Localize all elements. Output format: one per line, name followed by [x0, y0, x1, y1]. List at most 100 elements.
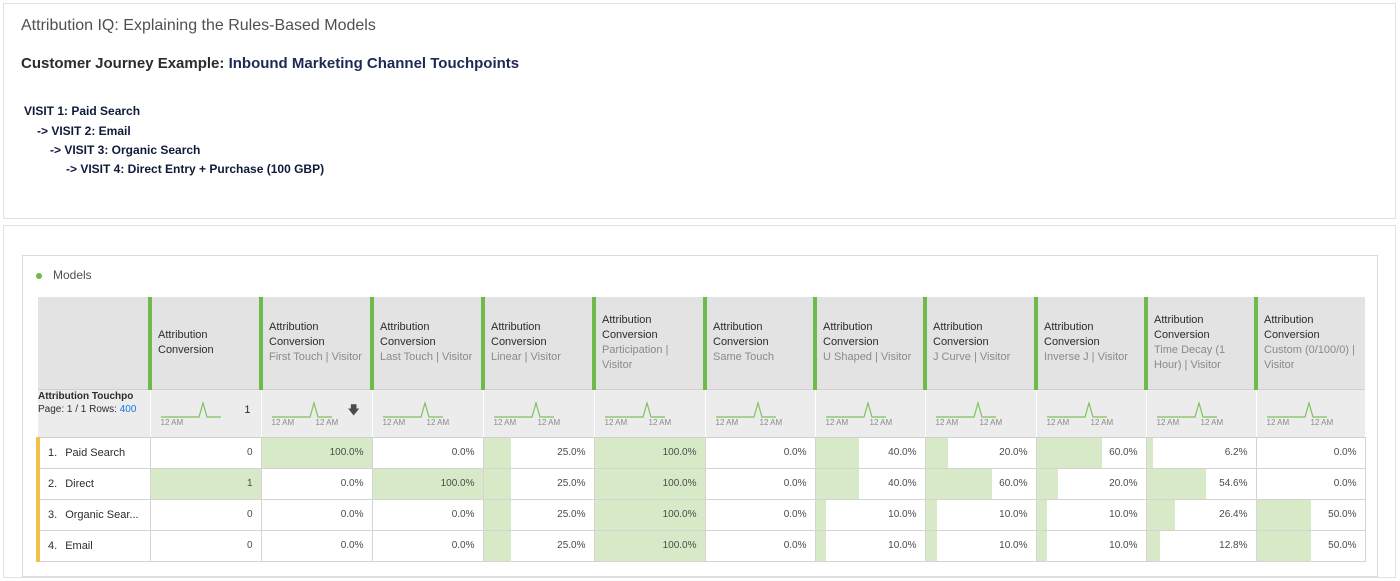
- cell-bar: [815, 437, 860, 468]
- cell-bar: [150, 468, 261, 499]
- sparkline-tick: 12 AM: [1156, 417, 1180, 427]
- cell-bar: [925, 530, 937, 561]
- row-label[interactable]: 1. Paid Search: [36, 437, 151, 469]
- row-label[interactable]: 4. Email: [36, 530, 151, 562]
- column-subtitle: Same Touch: [713, 351, 774, 364]
- sparkline-tick: 12 AM: [935, 417, 959, 427]
- table-cell: 10.0%: [925, 530, 1037, 562]
- sparkline-tick: 12 AM: [759, 417, 783, 427]
- table-cell: 0: [150, 499, 262, 531]
- cell-bar: [594, 499, 705, 530]
- sparkline-tick: 12 AM: [869, 417, 893, 427]
- sparkline-tick: 12 AM: [271, 417, 295, 427]
- row-index: 2.: [48, 477, 58, 490]
- column-header[interactable]: Attribution Conversion U Shaped | Visitor: [813, 297, 926, 389]
- table-cell: 10.0%: [815, 499, 926, 531]
- cell-bar: [261, 437, 372, 468]
- table-cell: 20.0%: [925, 437, 1037, 469]
- sparkline-tick: 12 AM: [1310, 417, 1334, 427]
- table-cell: 100.0%: [594, 468, 706, 500]
- column-header[interactable]: Attribution Conversion Linear | Visitor: [481, 297, 595, 389]
- summary-cell: 12 AM 12 AM: [483, 388, 595, 438]
- row-label[interactable]: 2. Direct: [36, 468, 151, 500]
- column-header[interactable]: Attribution Conversion Custom (0/100/0) |…: [1254, 297, 1366, 389]
- column-header[interactable]: Attribution Conversion Inverse J | Visito…: [1034, 297, 1147, 389]
- header-row: Attribution Conversion Attribution Conver…: [38, 297, 1366, 389]
- column-title: Attribution Conversion: [933, 321, 989, 349]
- table-row[interactable]: 1. Paid Search 0 100.0% 0.0% 25.0% 100.0% 0.0% 4…: [36, 437, 1366, 469]
- column-header[interactable]: Attribution Conversion Last Touch | Visit…: [370, 297, 484, 389]
- table-cell: 10.0%: [815, 530, 926, 562]
- column-title: Attribution Conversion: [269, 321, 325, 349]
- cell-bar: [815, 530, 827, 561]
- pagination: Page: 1 / 1 Rows: 400: [38, 403, 150, 416]
- sparkline-tick: 12 AM: [1090, 417, 1114, 427]
- cell-value: 50.0%: [1328, 509, 1357, 520]
- cell-value: 60.0%: [1109, 447, 1138, 458]
- sparkline-icon: [160, 400, 221, 418]
- table-row[interactable]: 4. Email 0 0.0% 0.0% 25.0% 100.0% 0.0% 10.0% 10.0…: [36, 530, 1366, 562]
- column-header[interactable]: Attribution Conversion J Curve | Visitor: [923, 297, 1037, 389]
- table-row[interactable]: 3. Organic Sear... 0 0.0% 0.0% 25.0% 100.0% 0.0…: [36, 499, 1366, 531]
- row-name: Paid Search: [65, 446, 126, 459]
- summary-cell: 12 AM 12 AM: [594, 388, 706, 438]
- column-header[interactable]: Attribution Conversion Time Decay (1 Hour…: [1144, 297, 1257, 389]
- cell-value: 100.0%: [662, 509, 697, 520]
- sparkline-icon: [1156, 400, 1217, 418]
- table-cell: 20.0%: [1036, 468, 1147, 500]
- sparkline-tick: 12 AM: [1200, 417, 1224, 427]
- column-header[interactable]: Attribution Conversion Participation | Vi…: [592, 297, 706, 389]
- table-cell: 0.0%: [705, 530, 816, 562]
- table-cell: 100.0%: [372, 468, 484, 500]
- summary-cell: 12 AM 12 AM: [372, 388, 484, 438]
- sparkline-icon: [825, 400, 886, 418]
- cell-value: 25.0%: [557, 478, 586, 489]
- summary-cell: 12 AM 12 AM: [815, 388, 926, 438]
- table-cell: 60.0%: [925, 468, 1037, 500]
- cell-value: 0: [246, 509, 253, 520]
- table-cell: 0: [150, 437, 262, 469]
- row-name: Organic Sear...: [65, 508, 139, 521]
- cell-value: 0.0%: [340, 478, 364, 489]
- row-name: Direct: [65, 477, 94, 490]
- table-cell: 25.0%: [483, 468, 595, 500]
- sparkline-icon: [935, 400, 996, 418]
- cell-value: 0.0%: [783, 478, 807, 489]
- table-cell: 0.0%: [372, 530, 484, 562]
- page-title: Attribution IQ: Explaining the Rules-Bas…: [21, 17, 376, 34]
- cell-bar: [483, 499, 511, 530]
- rows-per-page[interactable]: 400: [119, 403, 137, 415]
- table-cell: 0.0%: [261, 468, 373, 500]
- sort-descending-icon[interactable]: 🡇: [347, 402, 360, 417]
- sparkline-icon: [493, 400, 554, 418]
- cell-value: 40.0%: [888, 478, 917, 489]
- column-title: Attribution Conversion: [1044, 321, 1100, 349]
- sparkline-tick: 12 AM: [715, 417, 739, 427]
- dimension-header[interactable]: Attribution Touchpo Page: 1 / 1 Rows: 400: [38, 388, 151, 438]
- cell-value: 10.0%: [888, 509, 917, 520]
- column-header[interactable]: Attribution Conversion: [148, 297, 262, 389]
- page-info: Page: 1 / 1 Rows:: [38, 403, 117, 415]
- table-cell: 0.0%: [372, 499, 484, 531]
- cell-value: 10.0%: [999, 540, 1028, 551]
- table-cell: 0: [150, 530, 262, 562]
- cell-value: 6.2%: [1224, 447, 1248, 458]
- journey-step-3: -> VISIT 3: Organic Search: [50, 143, 201, 157]
- table-cell: 100.0%: [594, 530, 706, 562]
- sparkline-tick: 12 AM: [648, 417, 672, 427]
- sparkline-tick: 12 AM: [1266, 417, 1290, 427]
- column-header[interactable]: Attribution Conversion First Touch | Visi…: [259, 297, 373, 389]
- cell-value: 0.0%: [1333, 478, 1357, 489]
- panel-title[interactable]: Models: [53, 268, 92, 282]
- column-header[interactable]: Attribution Conversion Same Touch: [703, 297, 816, 389]
- cell-bar: [372, 468, 483, 499]
- subtitle-prefix: Customer Journey Example:: [21, 55, 225, 72]
- cell-value: 0.0%: [783, 540, 807, 551]
- column-title: Attribution Conversion: [602, 313, 658, 341]
- row-label[interactable]: 3. Organic Sear...: [36, 499, 151, 531]
- column-subtitle: Linear | Visitor: [491, 351, 561, 364]
- cell-value: 0: [246, 447, 253, 458]
- cell-value: 100.0%: [440, 478, 475, 489]
- column-subtitle: U Shaped | Visitor: [823, 351, 912, 364]
- table-row[interactable]: 2. Direct 1 0.0% 100.0% 25.0% 100.0% 0.0% 40.0% 6…: [36, 468, 1366, 500]
